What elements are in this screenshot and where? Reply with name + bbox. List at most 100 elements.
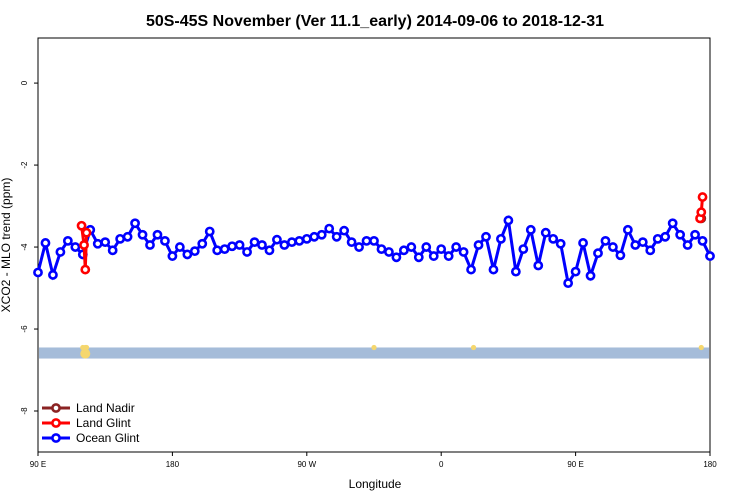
series-land-glint (76, 192, 708, 275)
data-point (115, 233, 126, 244)
data-point (122, 231, 133, 242)
data-point (518, 244, 529, 254)
data-point (92, 238, 103, 249)
data-point (100, 237, 111, 248)
data-point (264, 245, 275, 256)
data-point (510, 266, 521, 277)
band-marker (698, 344, 704, 351)
data-point (637, 237, 648, 248)
data-point (81, 227, 92, 238)
data-point (466, 264, 476, 275)
y-axis: 0 -2 -4 -6 -8 (20, 80, 38, 415)
data-point (398, 245, 409, 256)
data-point (443, 251, 454, 261)
series-ocean-glint (33, 214, 715, 289)
data-point (533, 260, 544, 271)
data-point (578, 238, 588, 248)
data-point (324, 223, 335, 234)
chart-title: 50S-45S November (Ver 11.1_early) 2014-0… (146, 13, 604, 30)
data-point (451, 242, 462, 252)
band-marker (80, 348, 91, 359)
data-point (428, 251, 439, 261)
data-point (563, 278, 574, 289)
data-point (219, 244, 230, 254)
data-point (48, 270, 58, 280)
data-point (294, 236, 305, 246)
data-point (160, 236, 170, 246)
data-point (204, 226, 215, 237)
data-point (436, 244, 447, 254)
legend-label: Land Nadir (76, 401, 135, 415)
data-point (227, 241, 238, 252)
y-tick-label: -6 (20, 325, 29, 333)
data-point (369, 236, 379, 246)
data-point (608, 242, 618, 252)
data-point (316, 229, 327, 240)
data-point (413, 252, 424, 263)
legend-label: Ocean Glint (76, 431, 140, 445)
x-axis-label: Longitude (349, 477, 402, 491)
series-layer (33, 192, 715, 289)
data-point (570, 266, 581, 277)
data-point (481, 231, 491, 242)
plot-frame (37, 37, 711, 453)
data-point (249, 237, 260, 248)
data-point (309, 231, 320, 242)
data-point (503, 215, 514, 226)
data-point (130, 218, 140, 229)
series-land-nadir (696, 213, 707, 224)
data-point (622, 224, 633, 235)
data-point (354, 242, 364, 252)
data-point (182, 249, 193, 260)
data-point (279, 240, 290, 250)
data-point (80, 264, 91, 275)
data-point (242, 247, 252, 257)
data-point (331, 231, 342, 242)
data-point (301, 233, 312, 244)
legend-swatch-marker (51, 433, 61, 443)
data-point (145, 240, 155, 250)
data-point (697, 236, 708, 246)
data-point (697, 192, 708, 202)
data-point (376, 244, 387, 254)
data-point (391, 252, 402, 263)
data-point (675, 229, 686, 240)
y-tick-label: -2 (20, 161, 29, 169)
band-marker (470, 344, 477, 351)
data-point (234, 240, 245, 250)
legend-swatch-marker (51, 403, 61, 413)
legend-label: Land Glint (76, 416, 131, 430)
data-point (257, 240, 267, 250)
data-point (272, 234, 282, 245)
data-point (615, 250, 626, 261)
legend-swatch-marker (51, 418, 61, 428)
data-point (384, 247, 394, 257)
data-point (705, 251, 715, 261)
data-point (667, 218, 678, 229)
data-point (525, 224, 536, 235)
data-point (76, 220, 87, 231)
data-point (488, 264, 499, 275)
x-tick-label: 90 E (30, 460, 46, 469)
x-axis: 90 E 180 90 W 0 90 E 180 (30, 452, 717, 469)
data-point (33, 267, 43, 278)
data-point (696, 207, 707, 218)
data-point (473, 240, 484, 250)
data-point (286, 237, 297, 248)
y-axis-label: XCO2 - MLO trend (ppm) (0, 178, 13, 313)
x-tick-label: 180 (703, 460, 717, 469)
data-point (137, 229, 148, 240)
data-point (107, 245, 118, 256)
data-point (174, 242, 185, 252)
data-point (555, 238, 566, 249)
data-point (585, 270, 596, 281)
y-tick-label: -8 (20, 407, 29, 415)
data-point (600, 236, 611, 246)
data-point (167, 251, 178, 261)
band-marker (371, 344, 377, 351)
data-point (339, 225, 350, 236)
series-line (36, 214, 712, 288)
x-tick-label: 90 W (297, 460, 316, 469)
